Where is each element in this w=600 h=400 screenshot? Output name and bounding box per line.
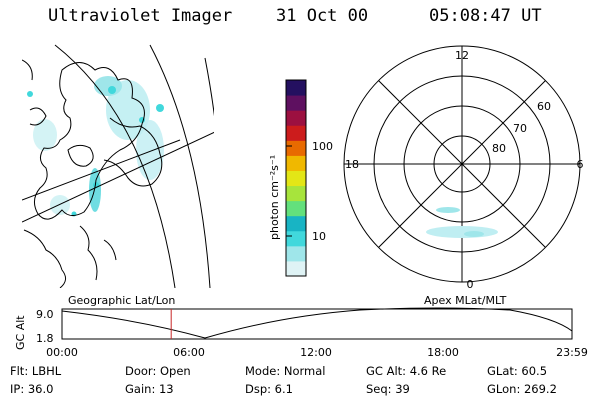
coastline-south (23, 229, 66, 288)
lat-label-70: 70 (513, 122, 527, 135)
color-bar-swatch (286, 260, 306, 277)
polar-axis-diag-2 (378, 80, 546, 248)
coastline-lake (67, 144, 94, 167)
instrument-title: Ultraviolet Imager (48, 6, 233, 26)
observation-date: 31 Oct 00 (276, 6, 369, 26)
coastline-bay (103, 117, 163, 187)
cb-label-100: 100 (312, 140, 333, 153)
info-door: Door: Open (125, 364, 191, 378)
timeline-ytick-top: 9.0 (36, 308, 54, 321)
longitude-line-1 (22, 131, 214, 223)
color-bar-swatch (286, 245, 306, 262)
info-gc-alt: GC Alt: 4.6 Re (366, 364, 446, 378)
latitude-arc-3 (204, 57, 214, 117)
instrument-info: Flt: LBHL Door: Open Mode: Normal GC Alt… (10, 364, 557, 396)
timeline-frame (61, 308, 573, 340)
info-dsp: Dsp: 6.1 (245, 382, 293, 396)
mlt-label-12: 12 (455, 49, 469, 62)
timeline-y-axis-label: GC Alt (14, 315, 27, 350)
info-gain: Gain: 13 (125, 382, 174, 396)
info-mode: Mode: Normal (245, 364, 325, 378)
color-bar-unit-label: photon cm⁻²s⁻¹ (268, 155, 281, 240)
info-glon: GLon: 269.2 (487, 382, 557, 396)
mlt-label-0: 0 (467, 278, 474, 291)
aurora-emission (27, 76, 164, 217)
coastline-main (34, 62, 145, 220)
lat-label-80: 80 (492, 142, 506, 155)
color-bar-swatch (286, 80, 306, 96)
color-bar-swatches (286, 80, 306, 277)
timeline-ytick-bottom: 1.8 (36, 332, 54, 345)
color-bar-swatch (286, 170, 306, 187)
mlt-label-18: 18 (345, 158, 359, 171)
color-bar-swatch (286, 185, 306, 202)
coastline-south-2 (79, 225, 98, 281)
orbit-timeline: Geographic Lat/Lon Apex MLat/MLT GC Alt … (14, 294, 588, 359)
observation-time: 05:08:47 UT (429, 6, 542, 26)
color-bar-swatch (286, 140, 306, 156)
info-glat: GLat: 60.5 (487, 364, 547, 378)
color-bar: 100 10 photon cm⁻²s⁻¹ (268, 79, 333, 277)
color-bar-swatch (286, 215, 306, 232)
polar-aurora-emission (426, 207, 498, 238)
coastline-south-3 (103, 239, 117, 261)
timeline-right-label: Apex MLat/MLT (424, 294, 507, 307)
coastline-west (29, 107, 47, 126)
timeline-xtick-0: 00:00 (46, 346, 78, 359)
color-bar-swatch (286, 110, 306, 126)
altitude-curve (61, 307, 573, 339)
lat-label-60: 60 (537, 100, 551, 113)
mlt-label-6: 6 (577, 158, 584, 171)
latitude-arc-2 (149, 44, 211, 288)
color-bar-frame (285, 79, 307, 277)
color-bar-swatch (286, 230, 306, 247)
cb-label-10: 10 (312, 230, 326, 243)
timeline-xtick-2: 12:00 (300, 346, 332, 359)
timeline-xtick-4: 23:59 (556, 346, 588, 359)
latitude-arc-1 (54, 44, 176, 288)
timeline-xtick-3: 18:00 (427, 346, 459, 359)
geographic-map-panel (22, 44, 214, 288)
info-ip: IP: 36.0 (10, 382, 53, 396)
timeline-left-label: Geographic Lat/Lon (68, 294, 175, 307)
color-bar-swatch (286, 155, 306, 171)
polar-mlt-plot (343, 45, 581, 283)
info-seq: Seq: 39 (366, 382, 410, 396)
coastline-northwest (22, 59, 33, 81)
timeline-xtick-1: 06:00 (173, 346, 205, 359)
color-bar-swatch (286, 95, 306, 111)
info-flt: Flt: LBHL (10, 364, 62, 378)
color-bar-swatch (286, 125, 306, 141)
color-bar-swatch (286, 200, 306, 217)
